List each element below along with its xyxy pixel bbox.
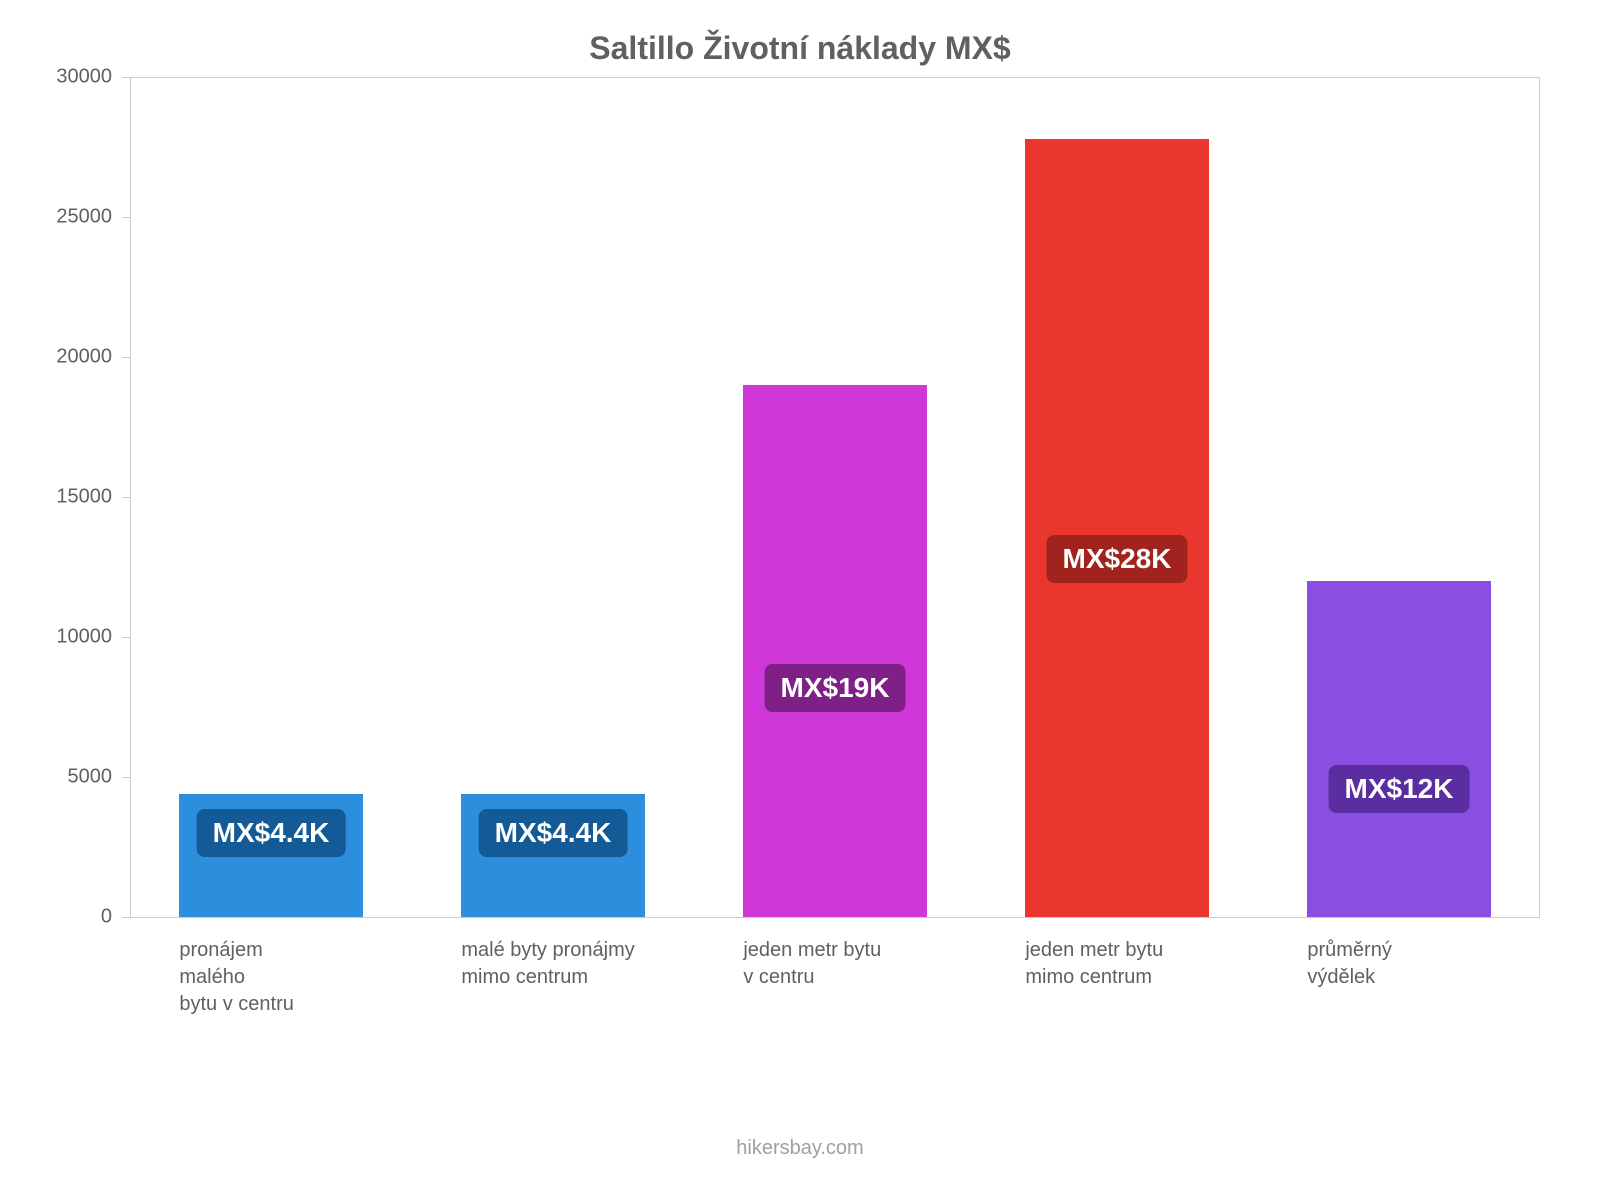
chart-bar: MX$19K — [743, 385, 926, 917]
y-tick-label: 10000 — [52, 626, 112, 649]
x-axis-category-label: malé byty pronájmy mimo centrum — [461, 937, 634, 991]
x-axis-category-label: pronájem malého bytu v centru — [179, 937, 294, 1018]
y-axis: 050001000015000200002500030000 — [60, 77, 120, 917]
chart-bars: MX$4.4K MX$4.4K MX$19K MX$28K MX$12K — [130, 77, 1540, 917]
y-tick-mark — [122, 77, 130, 78]
chart-bar: MX$28K — [1025, 139, 1208, 917]
attribution-text: hikersbay.com — [0, 1137, 1600, 1160]
y-tick-mark — [122, 497, 130, 498]
y-tick-mark — [122, 217, 130, 218]
bar-value-label: MX$4.4K — [197, 809, 346, 857]
y-tick-label: 30000 — [52, 66, 112, 89]
chart-container: Saltillo Životní náklady MX$ 05000100001… — [0, 0, 1600, 1200]
bar-value-label: MX$19K — [765, 664, 906, 712]
x-axis-category-label: jeden metr bytu v centru — [743, 937, 881, 991]
chart-plot-area: 050001000015000200002500030000 MX$4.4KMX… — [130, 77, 1540, 917]
bar-value-label: MX$12K — [1329, 765, 1470, 813]
x-axis-category-label: jeden metr bytu mimo centrum — [1025, 937, 1163, 991]
y-tick-label: 25000 — [52, 206, 112, 229]
bar-value-label: MX$28K — [1047, 535, 1188, 583]
bar-value-label: MX$4.4K — [479, 809, 628, 857]
x-axis-line — [130, 917, 1540, 918]
y-tick-mark — [122, 917, 130, 918]
y-tick-label: 0 — [52, 906, 112, 929]
y-tick-mark — [122, 357, 130, 358]
chart-title: Saltillo Životní náklady MX$ — [60, 30, 1540, 67]
y-tick-label: 15000 — [52, 486, 112, 509]
chart-bar: MX$4.4K — [461, 794, 644, 917]
x-axis-category-label: průměrný výdělek — [1307, 937, 1391, 991]
y-tick-mark — [122, 777, 130, 778]
y-tick-label: 20000 — [52, 346, 112, 369]
y-tick-mark — [122, 637, 130, 638]
chart-bar: MX$12K — [1307, 581, 1490, 917]
chart-bar: MX$4.4K — [179, 794, 362, 917]
y-tick-label: 5000 — [52, 766, 112, 789]
